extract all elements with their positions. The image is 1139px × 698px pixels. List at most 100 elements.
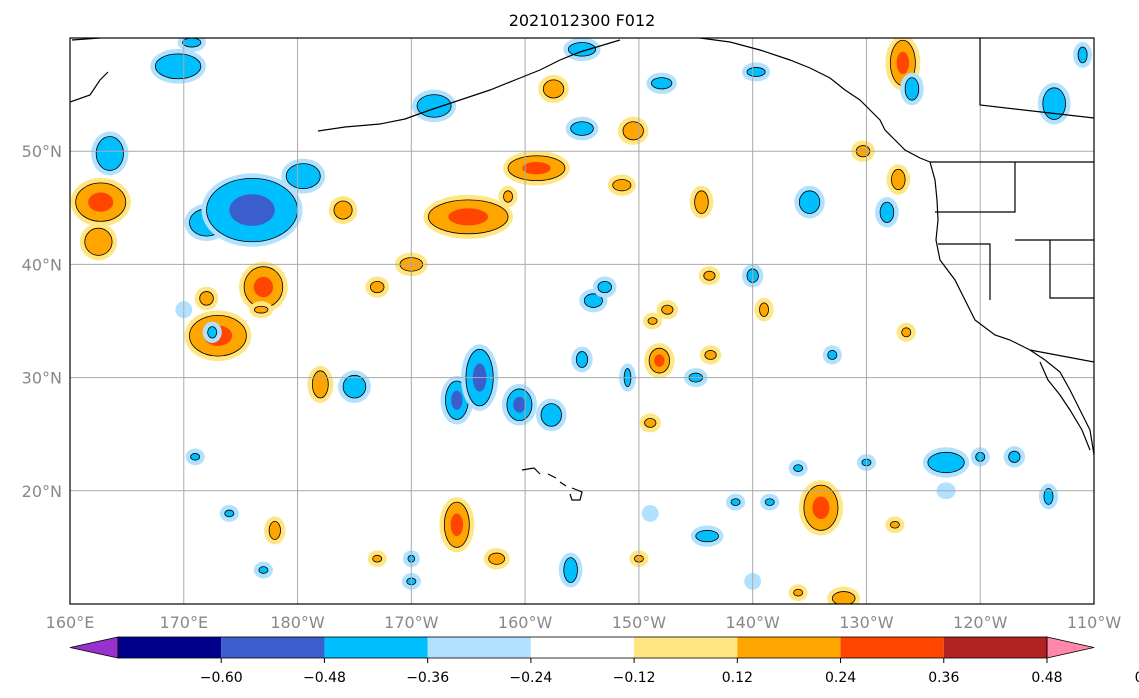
contour-blob-mid bbox=[84, 227, 113, 256]
contour-blob-mid bbox=[1042, 87, 1066, 120]
longitude-tick-label: 170°W bbox=[384, 613, 439, 632]
latitude-tick-label: 40°N bbox=[22, 255, 62, 274]
contour-blob-mid bbox=[575, 351, 589, 368]
contour-blob-mid bbox=[563, 557, 578, 583]
colorbar-segment bbox=[737, 637, 841, 658]
colorbar-extend-max bbox=[1046, 636, 1095, 659]
figure-title: 2021012300 F012 bbox=[509, 11, 656, 30]
alaska-coastline bbox=[699, 38, 931, 163]
colorbar-tick-label: −0.60 bbox=[200, 670, 243, 686]
contour-blob-core bbox=[451, 390, 463, 410]
contour-blob-mid bbox=[342, 374, 367, 399]
colorbar-segment bbox=[943, 637, 1047, 658]
contour-blob-core bbox=[522, 161, 551, 175]
colorbar-tick-label: 0.48 bbox=[1031, 670, 1062, 686]
latitude-tick-label: 30°N bbox=[22, 369, 62, 388]
contour-blob-mid bbox=[879, 201, 895, 223]
colorbar-tick-label: 0.12 bbox=[722, 670, 753, 686]
longitude-tick-label: 150°W bbox=[612, 613, 667, 632]
colorbar: −0.60 −0.48 −0.36 −0.24 −0.12 0.12 0.24 0.36 0.4… bbox=[69, 636, 1139, 686]
contour-blob-mid bbox=[540, 403, 562, 427]
contour-blob-mid bbox=[567, 42, 597, 57]
contour-blob-mid bbox=[224, 509, 235, 518]
contour-blob-core bbox=[654, 354, 665, 367]
contour-blob-mid bbox=[695, 530, 719, 543]
contour-blob-mid bbox=[597, 280, 612, 294]
contour-blob-mid bbox=[904, 77, 920, 101]
longitude-tick-label: 130°W bbox=[839, 613, 894, 632]
contour-blob-mid bbox=[503, 190, 513, 203]
contour-blob-mid bbox=[570, 121, 594, 136]
contour-blob-mid bbox=[827, 350, 838, 360]
contour-blob-mid bbox=[703, 270, 716, 281]
longitude-tick-label: 140°W bbox=[725, 613, 780, 632]
contour-blob-mid bbox=[612, 179, 632, 192]
contour-blob-mid bbox=[207, 326, 218, 339]
contour-blob-core bbox=[896, 51, 910, 75]
contour-blob-core bbox=[448, 208, 489, 226]
contour-blob-core bbox=[812, 496, 830, 520]
colorbar-segment bbox=[221, 637, 325, 658]
contour-blob-mid bbox=[311, 370, 329, 399]
contour-blob-mid bbox=[182, 38, 202, 48]
colorbar-tick-label: −0.48 bbox=[303, 670, 346, 686]
contour-blob-core bbox=[88, 192, 114, 212]
contour-blob-mid bbox=[268, 520, 281, 540]
colorbar-segment bbox=[634, 637, 738, 658]
latitude-labels: 50°N 40°N 30°N 20°N bbox=[22, 142, 62, 501]
contour-blob-mid bbox=[798, 190, 821, 214]
contour-blob-core bbox=[450, 513, 464, 537]
contour-blob-mid bbox=[730, 498, 741, 506]
longitude-tick-label: 110°W bbox=[1067, 613, 1122, 632]
contour-blob-mid bbox=[927, 451, 965, 474]
contour-blob-mid bbox=[901, 327, 912, 338]
latitude-tick-label: 50°N bbox=[22, 142, 62, 161]
contour-blob-mid bbox=[253, 305, 269, 314]
colorbar-tick-label: −0.36 bbox=[406, 670, 449, 686]
contour-blob-mid bbox=[891, 168, 906, 191]
longitude-tick-label: 160°W bbox=[498, 613, 553, 632]
contour-blob-mid bbox=[644, 417, 657, 428]
longitude-tick-label: 180°W bbox=[270, 613, 325, 632]
colorbar-segment bbox=[530, 637, 635, 658]
contour-blob-mid bbox=[488, 552, 506, 565]
colorbar-tick-label: −0.12 bbox=[613, 670, 656, 686]
baja-coastline bbox=[1039, 361, 1091, 451]
colorbar-segment bbox=[324, 637, 428, 658]
contour-blob-mid bbox=[889, 520, 900, 529]
longitude-tick-label: 170°E bbox=[159, 613, 208, 632]
contour-blob-mid bbox=[1008, 450, 1021, 463]
contour-blob-mid bbox=[95, 136, 124, 171]
contour-blob-mid bbox=[764, 498, 775, 506]
colorbar-tick-label: 0.60 bbox=[1135, 670, 1139, 686]
contour-blob-outer bbox=[641, 505, 659, 522]
us-mexico-border bbox=[1029, 349, 1094, 363]
canada-interior-border bbox=[979, 38, 1094, 119]
contour-blob-mid bbox=[1077, 46, 1088, 64]
contour-blob-mid bbox=[199, 291, 214, 306]
contour-blob-mid bbox=[694, 190, 709, 214]
map-frame bbox=[69, 37, 1095, 605]
coastlines bbox=[70, 38, 1094, 501]
contour-blob-mid bbox=[793, 588, 804, 597]
contour-blob-mid bbox=[285, 163, 321, 189]
contour-blob-mid bbox=[759, 302, 769, 317]
graticule bbox=[70, 38, 1094, 604]
longitude-labels: 160°E 170°E 180°W 170°W 160°W 150°W 140°W 130°W… bbox=[46, 613, 1122, 632]
colorbar-tick-label: 0.36 bbox=[928, 670, 959, 686]
contour-blob-mid bbox=[154, 53, 202, 80]
contour-blob-mid bbox=[651, 77, 673, 90]
hawaii-islands bbox=[521, 467, 583, 501]
longitude-tick-label: 120°W bbox=[953, 613, 1008, 632]
colorbar-segment bbox=[118, 637, 222, 658]
contour-blob-mid bbox=[746, 67, 766, 77]
contour-blob-mid bbox=[416, 94, 452, 118]
contour-blob-mid bbox=[372, 554, 383, 563]
contour-blob-mid bbox=[190, 453, 201, 461]
colorbar-extend-min bbox=[69, 636, 119, 659]
longitude-tick-label: 160°E bbox=[46, 613, 95, 632]
state-borders bbox=[935, 162, 1094, 300]
colorbar-segment bbox=[427, 637, 531, 658]
colorbar-tick-label: −0.24 bbox=[509, 670, 552, 686]
